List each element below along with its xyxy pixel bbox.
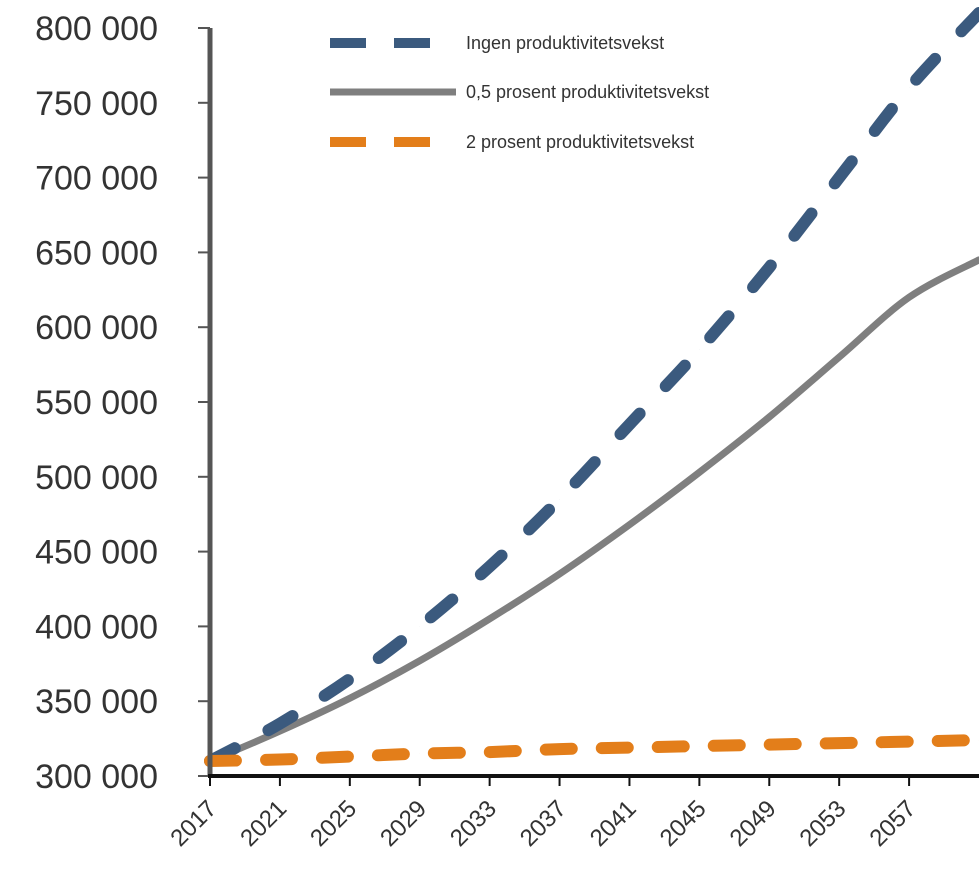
y-tick-label: 550 000 (35, 384, 158, 422)
y-tick-label: 350 000 (35, 683, 158, 721)
x-tick-label: 2049 (725, 795, 782, 852)
legend-label-0: Ingen produktivitetsvekst (466, 33, 664, 53)
x-tick-label: 2053 (795, 795, 852, 852)
y-tick-label: 700 000 (35, 160, 158, 198)
x-tick-label: 2045 (655, 795, 712, 852)
x-tick-label: 2025 (305, 795, 362, 852)
y-tick-label: 600 000 (35, 309, 158, 347)
x-axis-ticks: 2017 2021 2025 2029 2033 2037 2041 2045 2049 2053… (165, 776, 921, 852)
legend-label-2: 2 prosent produktivitetsvekst (466, 132, 694, 152)
series-line-0 (204, 7, 979, 767)
x-tick-label: 2033 (445, 795, 502, 852)
y-tick-label: 400 000 (35, 608, 158, 646)
y-axis-ticks: 300 000 350 000 400 000 450 000 500 000 550 0… (35, 10, 210, 796)
legend-label-1: 0,5 prosent produktivitetsvekst (466, 82, 709, 102)
x-tick-label: 2017 (165, 795, 222, 852)
x-tick-label: 2041 (585, 795, 642, 852)
y-tick-label: 500 000 (35, 459, 158, 497)
y-tick-label: 750 000 (35, 85, 158, 123)
series-line-2 (204, 734, 979, 767)
x-tick-label: 2057 (864, 795, 921, 852)
legend: Ingen produktivitetsvekst 0,5 prosent pro… (330, 33, 709, 152)
y-tick-label: 650 000 (35, 234, 158, 272)
y-tick-label: 300 000 (35, 758, 158, 796)
y-tick-label: 450 000 (35, 534, 158, 572)
x-tick-label: 2029 (375, 795, 432, 852)
x-tick-label: 2037 (515, 795, 572, 852)
series-layer (204, 7, 979, 767)
y-tick-label: 800 000 (35, 10, 158, 48)
series-line-1 (206, 256, 979, 765)
x-tick-label: 2021 (235, 795, 292, 852)
